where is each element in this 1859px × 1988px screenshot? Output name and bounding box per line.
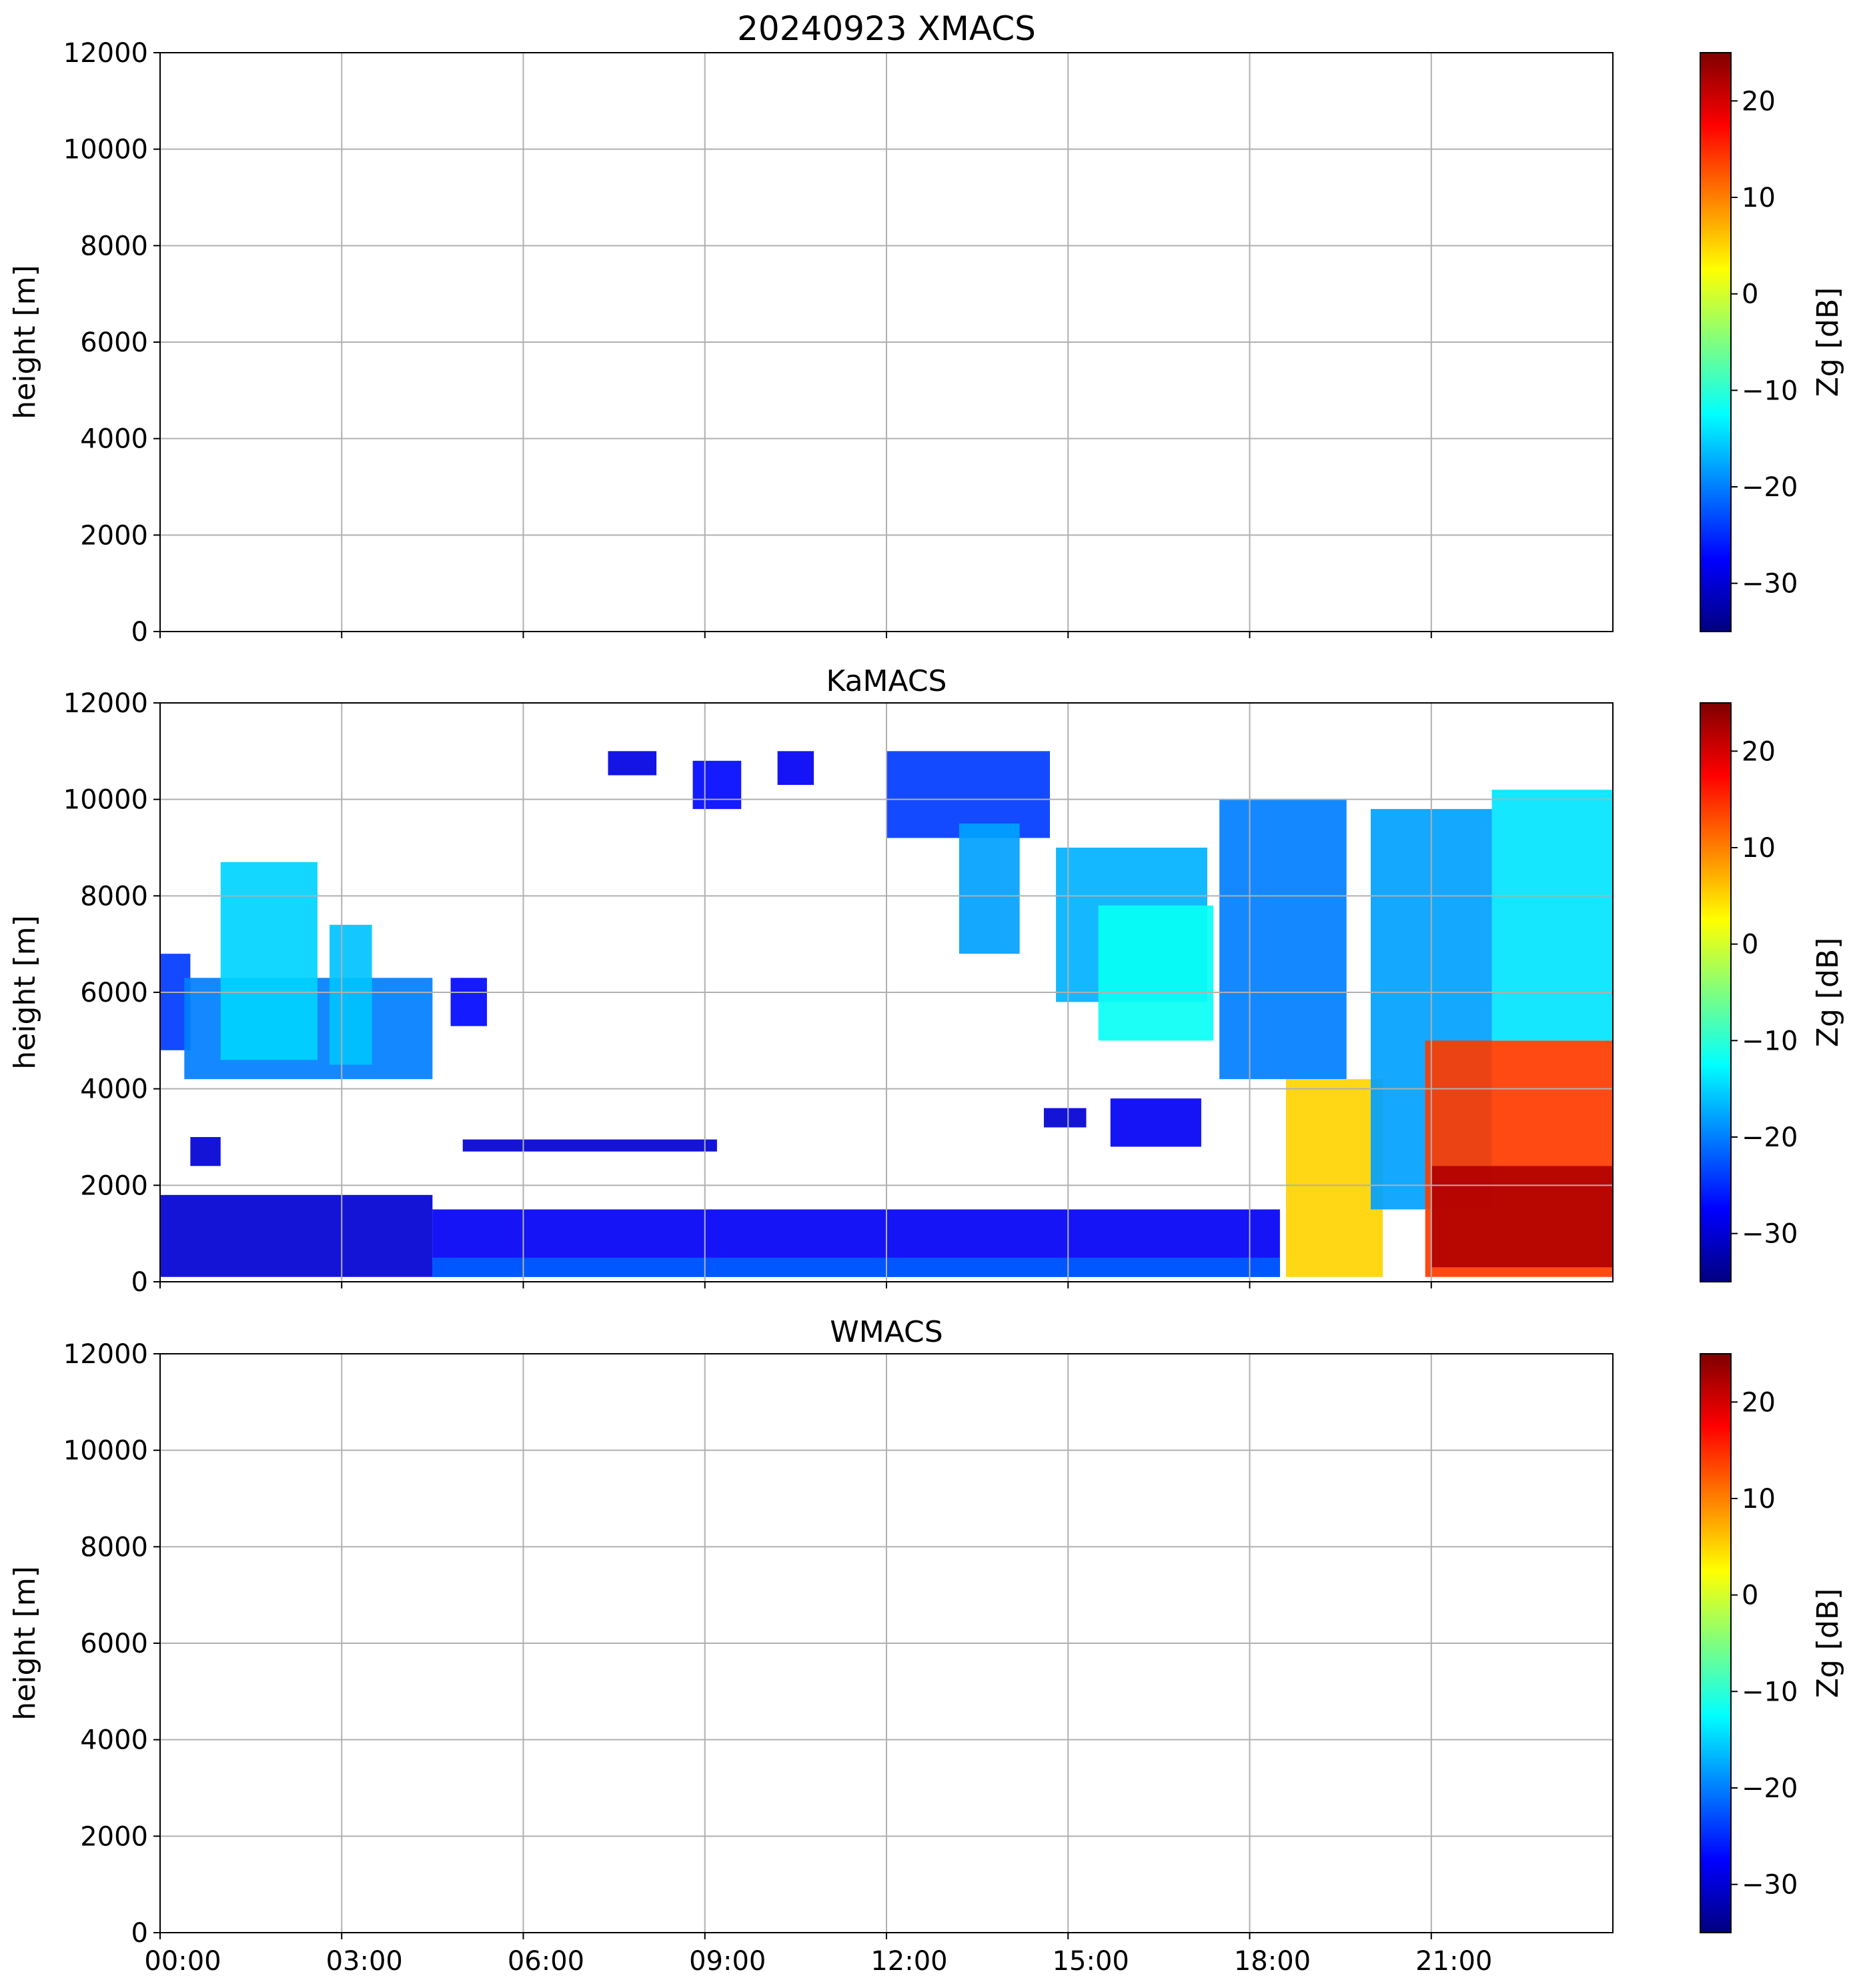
colorbar-tick-label: −20: [1742, 1122, 1798, 1153]
panel-title: KaMACS: [826, 664, 947, 698]
y-tick-label: 0: [131, 617, 148, 648]
y-tick-label: 12000: [63, 688, 148, 719]
panel-title: WMACS: [830, 1315, 943, 1349]
y-axis-ticks: 12000 10000 8000 6000 4000 2000 0: [63, 38, 160, 648]
axes-frame: [159, 52, 1614, 632]
x-axis-ticks: [159, 1282, 1432, 1288]
figure-title: 20240923 XMACS: [737, 9, 1036, 48]
echo-region: [160, 1194, 433, 1277]
colorbar: 20 10 0 −10 −20 −30 Zg [dB]: [1700, 702, 1845, 1282]
colorbar-tick-label: −20: [1742, 1773, 1798, 1804]
y-tick-label: 10000: [63, 785, 148, 816]
echo-region: [1491, 790, 1613, 1041]
echo-region: [692, 760, 742, 810]
echo-region: [608, 751, 657, 776]
y-tick-label: 4000: [80, 1725, 148, 1756]
colorbar-tick-label: 0: [1742, 930, 1758, 960]
y-tick-label: 10000: [63, 1436, 148, 1466]
echo-region: [1043, 1108, 1087, 1128]
panel-wmacs: WMACS height [m] 12000 10000 8000 6000 4000 2…: [8, 1315, 1845, 1977]
colorbar-tick-label: −30: [1742, 1870, 1798, 1901]
y-tick-label: 2000: [80, 1821, 148, 1852]
echo-region: [959, 823, 1020, 954]
echo-region: [220, 862, 318, 1060]
panel-xmacs: height [m] 12000 10000 8000 6000 4000 2000 0 2…: [8, 38, 1845, 648]
echo-region: [1098, 905, 1214, 1041]
x-axis-ticks: 00:00 03:00 06:00 09:00 12:00 15:00 18:00 21:00: [144, 1933, 1492, 1977]
y-tick-label: 12000: [63, 1339, 148, 1370]
y-tick-label: 2000: [80, 520, 148, 551]
echo-region: [777, 751, 814, 785]
colorbar-tick-label: 0: [1742, 1581, 1758, 1611]
echo-region: [1110, 1098, 1201, 1147]
y-axis-label: height [m]: [8, 915, 42, 1069]
colorbar-tick-label: −10: [1742, 1026, 1798, 1056]
y-tick-label: 0: [131, 1918, 148, 1949]
colorbar-tick-label: −10: [1742, 1677, 1798, 1707]
y-tick-label: 2000: [80, 1170, 148, 1201]
y-axis-ticks: 12000 10000 8000 6000 4000 2000 0: [63, 688, 160, 1298]
panel-kamacs: KaMACS height [m] 12000 10000 8000 6000 4000…: [8, 664, 1845, 1298]
y-tick-label: 8000: [80, 881, 148, 912]
axes-frame: [159, 1353, 1614, 1933]
echo-region: [190, 1137, 221, 1166]
x-tick-label: 15:00: [1053, 1946, 1129, 1977]
y-tick-label: 0: [131, 1267, 148, 1298]
colorbar-tick-label: 0: [1742, 279, 1758, 310]
echo-region: [1285, 1079, 1383, 1277]
y-tick-label: 8000: [80, 1532, 148, 1563]
colorbar-gradient: [1700, 52, 1732, 632]
colorbar-label: Zg [dB]: [1811, 1589, 1845, 1699]
y-tick-label: 4000: [80, 1074, 148, 1105]
y-tick-label: 12000: [63, 38, 148, 69]
x-tick-label: 03:00: [326, 1946, 403, 1977]
echo-region: [330, 924, 372, 1065]
x-tick-label: 12:00: [870, 1946, 947, 1977]
y-tick-label: 6000: [80, 978, 148, 1008]
colorbar-tick-label: 10: [1742, 183, 1776, 213]
axes-frame: [159, 702, 1614, 1282]
colorbar-tick-label: 20: [1742, 86, 1776, 117]
x-tick-label: 21:00: [1415, 1946, 1492, 1977]
colorbar-label: Zg [dB]: [1811, 938, 1845, 1048]
y-axis-ticks: 12000 10000 8000 6000 4000 2000 0: [63, 1339, 160, 1949]
echo-region: [432, 1257, 1280, 1277]
y-tick-label: 4000: [80, 424, 148, 455]
colorbar: 20 10 0 −10 −20 −30 Zg [dB]: [1700, 1353, 1845, 1933]
colorbar-tick-label: 20: [1742, 1387, 1776, 1418]
y-axis-label: height [m]: [8, 265, 42, 419]
colorbar: 20 10 0 −10 −20 −30 Zg [dB]: [1700, 52, 1845, 632]
echo-region: [1431, 1166, 1613, 1268]
echo-region: [462, 1139, 717, 1152]
x-tick-label: 18:00: [1234, 1946, 1311, 1977]
colorbar-tick-label: 20: [1742, 736, 1776, 767]
colorbar-tick-label: 10: [1742, 833, 1776, 864]
y-tick-label: 10000: [63, 135, 148, 165]
colorbar-tick-label: −30: [1742, 569, 1798, 600]
y-tick-label: 6000: [80, 1629, 148, 1659]
grid-lines: [159, 52, 1613, 632]
colorbar-gradient: [1700, 702, 1732, 1282]
y-tick-label: 6000: [80, 327, 148, 358]
echo-region: [450, 978, 488, 1026]
x-tick-label: 09:00: [689, 1946, 766, 1977]
colorbar-tick-label: −10: [1742, 375, 1798, 406]
echo-region: [1219, 799, 1347, 1080]
colorbar-tick-label: −20: [1742, 472, 1798, 503]
colorbar-tick-label: 10: [1742, 1484, 1776, 1515]
y-axis-label: height [m]: [8, 1566, 42, 1720]
y-tick-label: 8000: [80, 231, 148, 261]
colorbar-label: Zg [dB]: [1811, 287, 1845, 397]
colorbar-tick-label: −30: [1742, 1219, 1798, 1250]
colorbar-gradient: [1700, 1353, 1732, 1933]
x-tick-label: 00:00: [144, 1946, 221, 1977]
x-tick-label: 06:00: [508, 1946, 584, 1977]
x-axis-ticks: [159, 632, 1432, 638]
grid-lines: [159, 1353, 1613, 1933]
